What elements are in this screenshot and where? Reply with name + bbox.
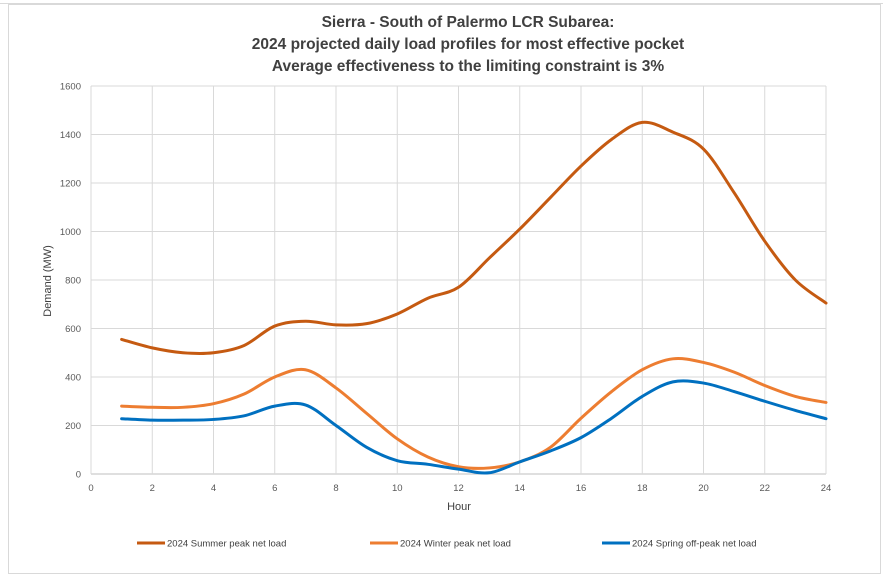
x-tick-label: 16 (576, 483, 587, 494)
series-line-2 (120, 379, 828, 475)
x-tick-label: 24 (821, 483, 832, 494)
chart-title-line-2: 2024 projected daily load profiles for m… (252, 36, 684, 53)
y-tick-label: 1400 (60, 130, 81, 141)
x-tick-label: 10 (392, 483, 403, 494)
x-tick-label: 14 (514, 483, 525, 494)
legend-label-0: 2024 Summer peak net load (167, 539, 286, 550)
x-axis-ticks: 0 2 4 6 8 10 12 14 16 18 20 22 24 (88, 483, 831, 494)
chart-title-line-1: Sierra - South of Palermo LCR Subarea: (322, 14, 615, 31)
x-tick-label: 8 (333, 483, 338, 494)
y-tick-label: 800 (65, 276, 81, 287)
y-tick-label: 0 (76, 470, 81, 481)
chart-title: Sierra - South of Palermo LCR Subarea: 2… (252, 14, 684, 75)
x-tick-label: 12 (453, 483, 464, 494)
chart-frame (8, 4, 881, 574)
y-tick-label: 1600 (60, 82, 81, 93)
x-tick-label: 6 (272, 483, 277, 494)
y-tick-label: 200 (65, 421, 81, 432)
series-line-1 (120, 357, 828, 470)
x-tick-label: 0 (88, 483, 93, 494)
legend: 2024 Summer peak net load 2024 Winter pea… (137, 539, 756, 550)
series-lines (120, 120, 828, 475)
x-tick-label: 2 (150, 483, 155, 494)
legend-label-2: 2024 Spring off-peak net load (632, 539, 756, 550)
y-tick-label: 600 (65, 324, 81, 335)
chart-title-line-3: Average effectiveness to the limiting co… (272, 58, 664, 75)
x-tick-label: 20 (698, 483, 709, 494)
legend-label-1: 2024 Winter peak net load (400, 539, 511, 550)
x-tick-label: 4 (211, 483, 216, 494)
series-line-0 (120, 120, 828, 356)
window-top-border (0, 0, 883, 4)
gridlines (90, 85, 827, 475)
y-axis-title: Demand (MW) (42, 245, 54, 317)
y-tick-label: 1200 (60, 179, 81, 190)
y-tick-label: 1000 (60, 227, 81, 238)
x-axis-title: Hour (447, 501, 471, 513)
x-tick-label: 18 (637, 483, 648, 494)
x-tick-label: 22 (759, 483, 770, 494)
y-tick-label: 400 (65, 373, 81, 384)
y-axis-ticks: 0 200 400 600 800 1000 1200 1400 1600 (60, 82, 81, 481)
